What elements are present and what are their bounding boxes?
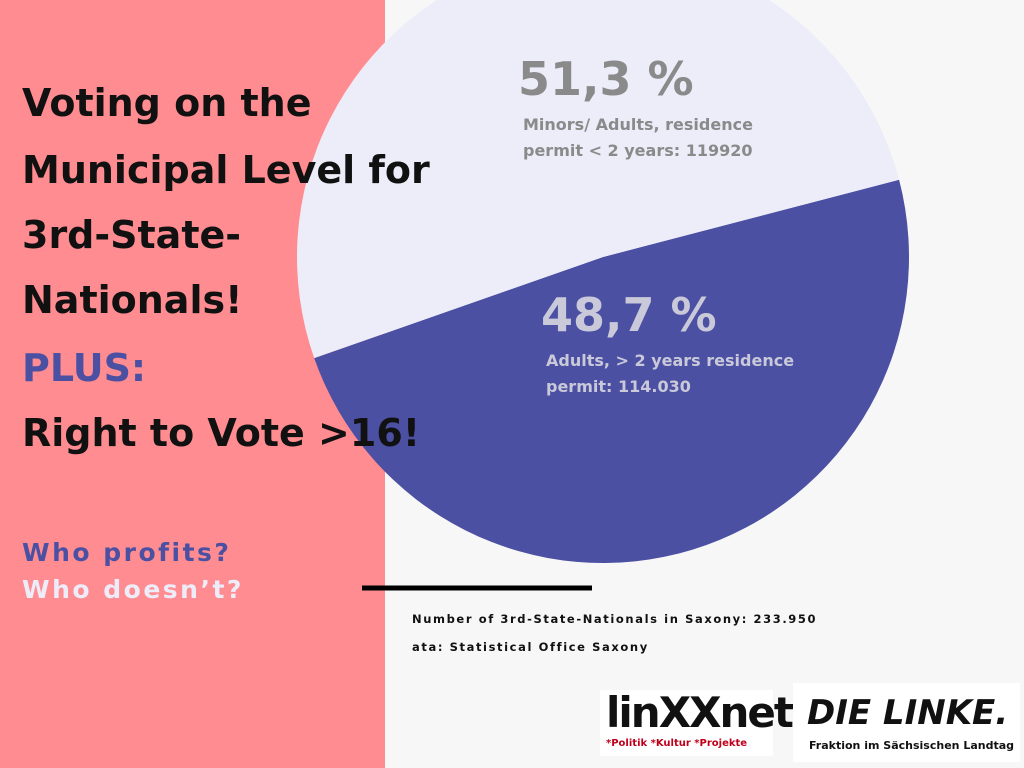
slice-value-label: 51,3 % (518, 52, 694, 106)
footnote: ata: Statistical Office Saxony (412, 640, 649, 654)
headline-line: Voting on the (22, 81, 312, 125)
logo-text: linXXnet (606, 688, 794, 737)
pie-slice (314, 179, 909, 563)
headline-line: Nationals! (22, 278, 243, 322)
logo-tagline: Fraktion im Sächsischen Landtag (809, 739, 1015, 752)
headline-line: 3rd-State- (22, 213, 242, 257)
footnote: Number of 3rd-State-Nationals in Saxony:… (412, 612, 818, 626)
pie-slice (297, 0, 900, 359)
slice-value-label: 48,7 % (541, 288, 717, 342)
question: Who profits? (22, 538, 232, 567)
logo-tagline: *Politik *Kultur *Projekte (606, 738, 748, 749)
plus-label: PLUS: (22, 346, 147, 390)
left-panel (0, 0, 385, 768)
question: Who doesn’t? (22, 575, 244, 604)
slice-category-label: Adults, > 2 years residence permit: 114.… (546, 351, 795, 396)
slice-category-label: Minors/ Adults, residence permit < 2 yea… (523, 115, 753, 160)
logo-text: DIE LINKE. (807, 693, 1009, 733)
linxxnet-logo: linXXnet *Politik *Kultur *Projekte (600, 688, 794, 756)
claim: Right to Vote >16! (22, 411, 421, 455)
linke-logo: DIE LINKE. Fraktion im Sächsischen Landt… (793, 683, 1020, 762)
headline-line: Municipal Level for (22, 148, 430, 192)
